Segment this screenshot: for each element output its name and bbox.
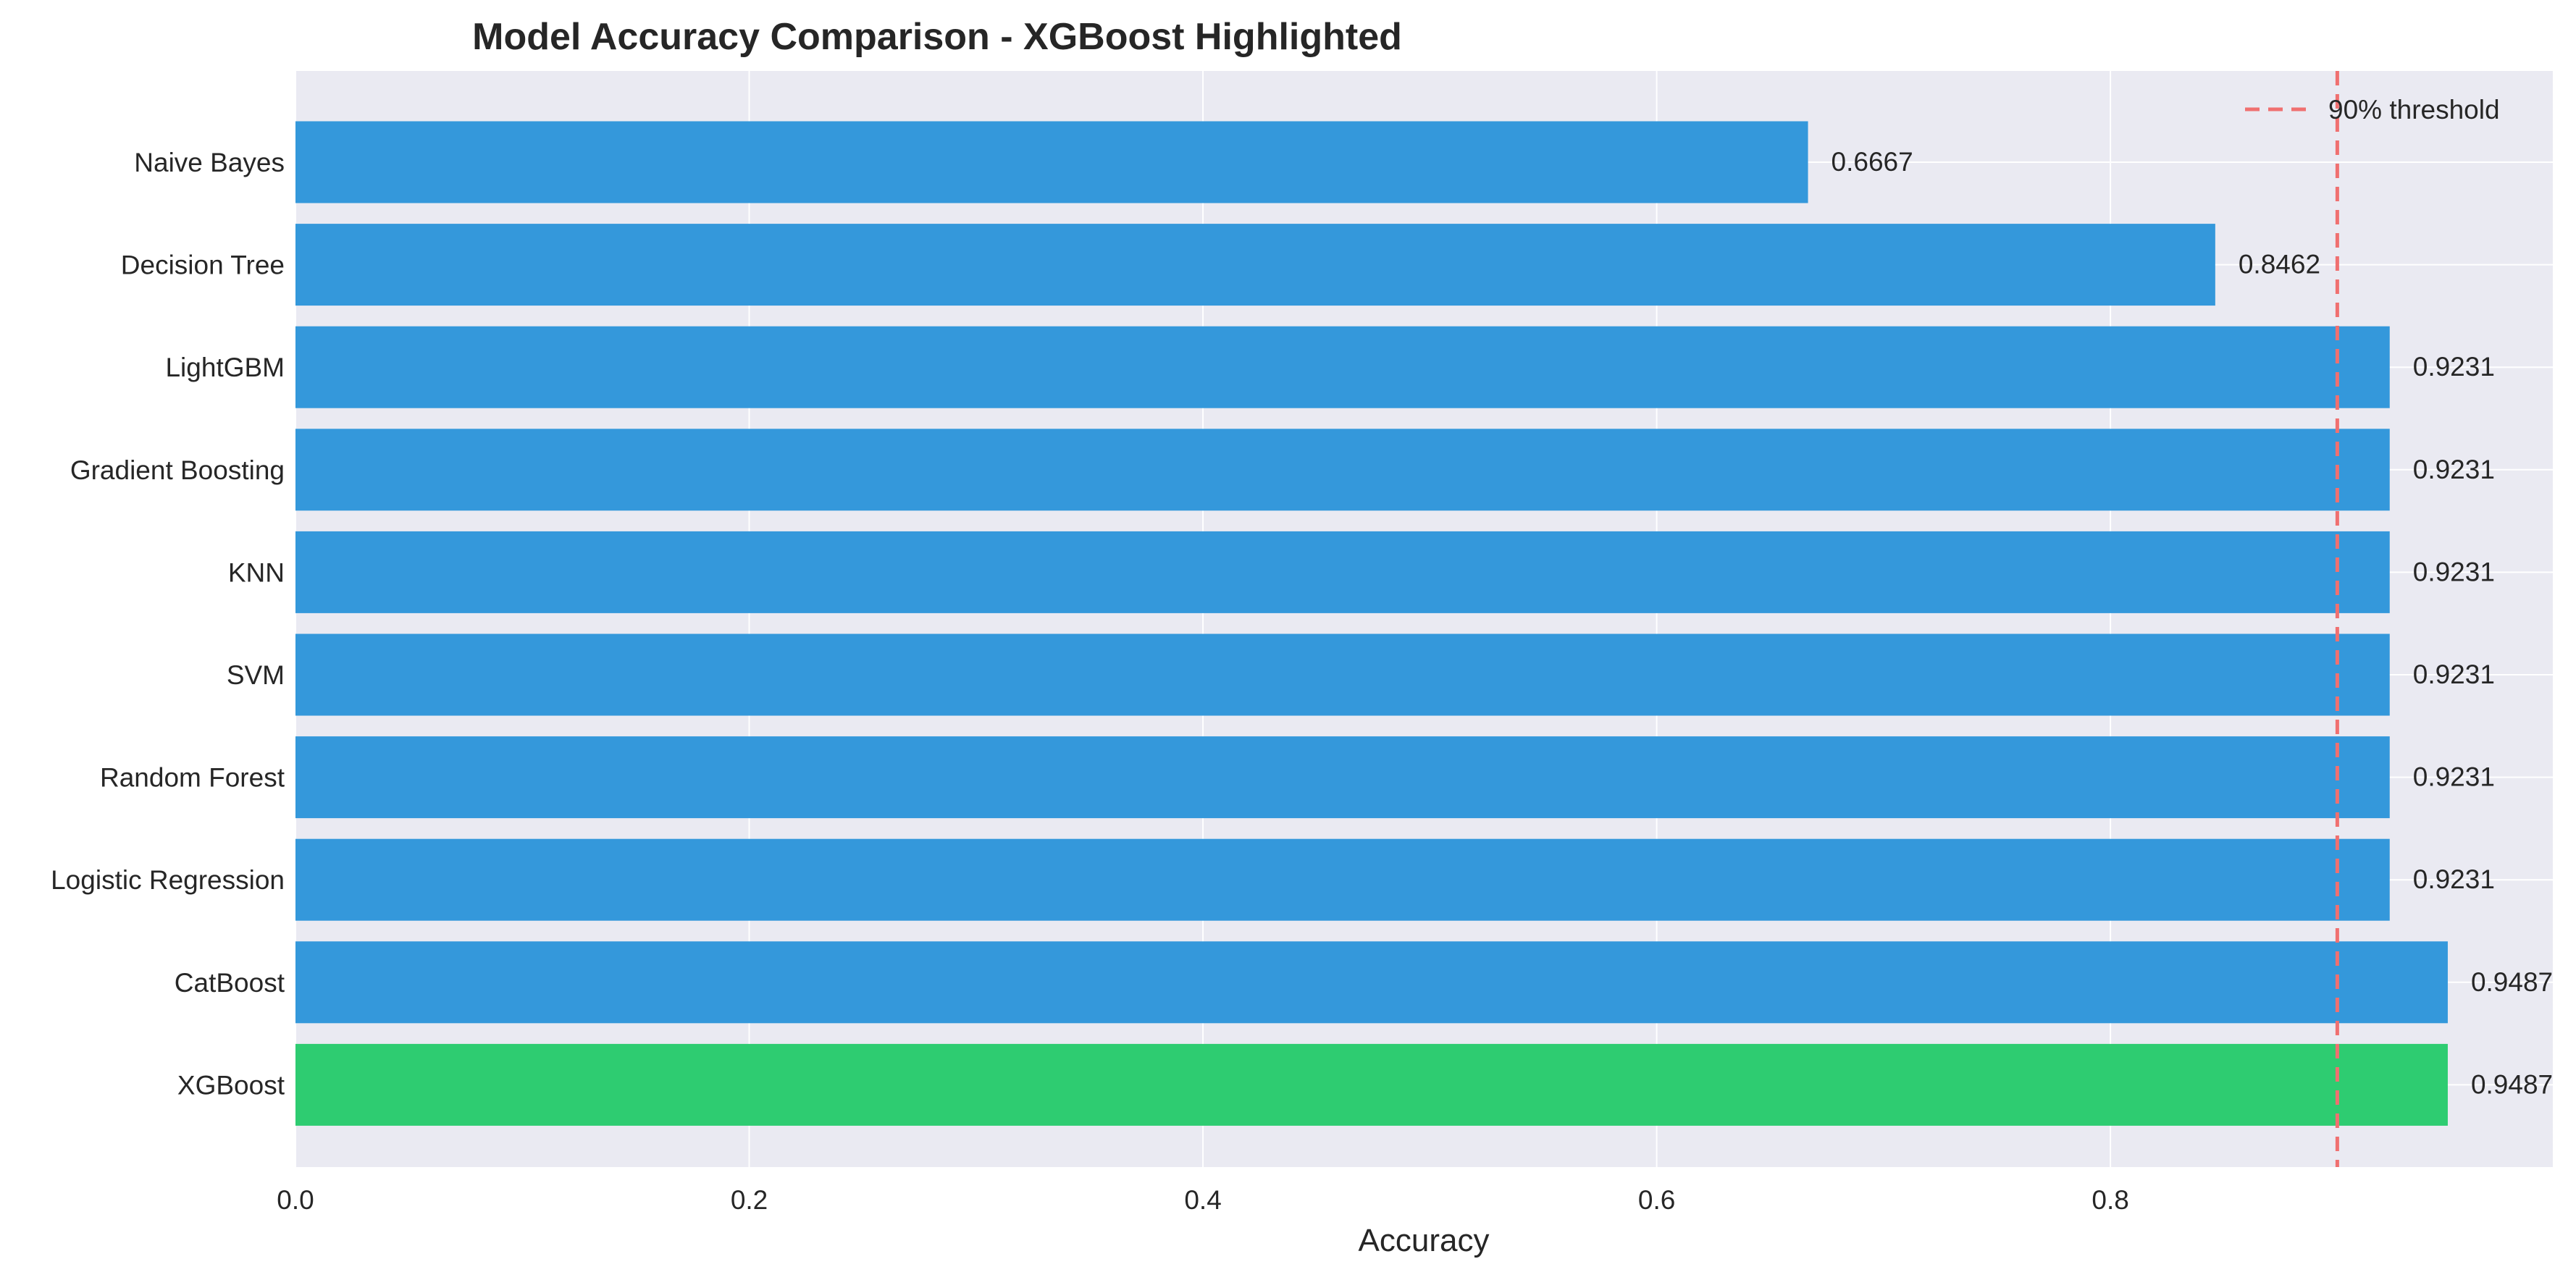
x-tick-label-0: 0.0 <box>277 1185 314 1215</box>
bar-5 <box>295 633 2390 716</box>
value-label-0: 0.6667 <box>1832 147 1913 177</box>
y-tick-label-4: KNN <box>228 557 285 587</box>
bar-4 <box>295 531 2390 613</box>
chart-title: Model Accuracy Comparison - XGBoost High… <box>472 16 1402 58</box>
value-label-2: 0.9231 <box>2413 352 2495 382</box>
value-label-7: 0.9231 <box>2413 864 2495 894</box>
x-axis-label: Accuracy <box>1359 1223 1490 1258</box>
bar-0 <box>295 121 1808 203</box>
value-labels: 0.6667 0.8462 0.9231 0.9231 0.9231 0.9231 0.92… <box>1832 147 2554 1099</box>
x-tick-label-4: 0.8 <box>2092 1185 2128 1215</box>
bars-group <box>295 121 2448 1126</box>
value-label-9: 0.9487 <box>2471 1069 2553 1099</box>
legend-label-threshold: 90% threshold <box>2328 95 2500 125</box>
bar-2 <box>295 326 2390 408</box>
y-tick-label-9: XGBoost <box>177 1070 285 1100</box>
value-label-8: 0.9487 <box>2471 967 2553 997</box>
bar-6 <box>295 736 2390 819</box>
legend: 90% threshold <box>2245 95 2500 125</box>
x-tick-labels: 0.0 0.2 0.4 0.6 0.8 <box>277 1185 2129 1215</box>
bar-8 <box>295 941 2448 1024</box>
y-tick-label-3: Gradient Boosting <box>70 455 285 485</box>
bar-7 <box>295 838 2390 921</box>
value-label-3: 0.9231 <box>2413 455 2495 484</box>
y-tick-label-0: Naive Bayes <box>134 148 285 177</box>
y-tick-label-6: Random Forest <box>100 763 285 793</box>
y-tick-label-7: Logistic Regression <box>51 865 285 895</box>
bar-1 <box>295 224 2215 306</box>
bar-3 <box>295 429 2390 511</box>
value-label-6: 0.9231 <box>2413 762 2495 792</box>
x-tick-label-1: 0.2 <box>731 1185 768 1215</box>
value-label-5: 0.9231 <box>2413 660 2495 689</box>
bar-9 <box>295 1043 2448 1126</box>
x-tick-label-3: 0.6 <box>1638 1185 1675 1215</box>
value-label-1: 0.8462 <box>2239 250 2320 279</box>
y-tick-label-5: SVM <box>227 660 285 690</box>
value-label-4: 0.9231 <box>2413 557 2495 586</box>
y-tick-labels: Naive Bayes Decision Tree LightGBM Gradient… <box>51 148 285 1100</box>
y-tick-label-2: LightGBM <box>165 353 285 382</box>
y-tick-label-1: Decision Tree <box>121 250 285 280</box>
x-tick-label-2: 0.4 <box>1184 1185 1221 1215</box>
y-tick-label-8: CatBoost <box>175 968 285 998</box>
